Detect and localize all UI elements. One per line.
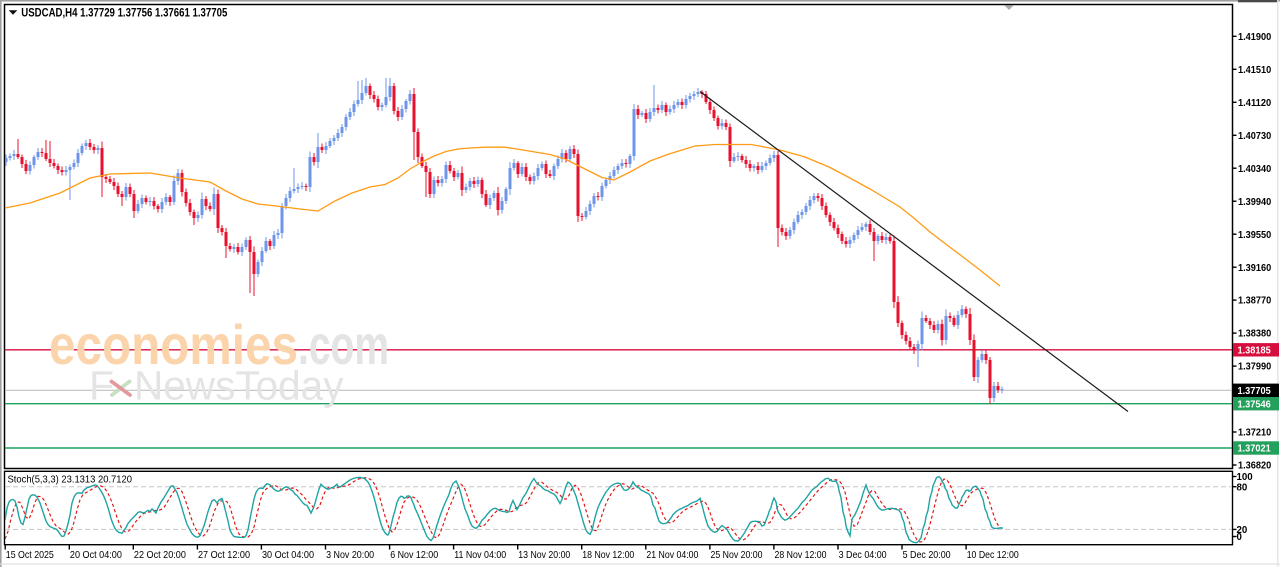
- svg-text:100: 100: [1237, 472, 1253, 483]
- svg-text:1.37990: 1.37990: [1238, 362, 1271, 373]
- svg-text:22 Oct 20:00: 22 Oct 20:00: [134, 550, 186, 561]
- svg-text:1.41120: 1.41120: [1238, 98, 1271, 109]
- svg-text:28 Nov 12:00: 28 Nov 12:00: [775, 550, 827, 561]
- svg-text:21 Nov 04:00: 21 Nov 04:00: [646, 550, 698, 561]
- svg-text:1.37021: 1.37021: [1238, 444, 1272, 455]
- svg-text:1.41900: 1.41900: [1238, 32, 1271, 43]
- svg-text:1.40730: 1.40730: [1238, 131, 1271, 142]
- svg-text:Stoch(5,3,3) 23.1313 20.7120: Stoch(5,3,3) 23.1313 20.7120: [8, 474, 133, 485]
- svg-text:F: F: [89, 362, 114, 408]
- svg-text:25 Nov 20:00: 25 Nov 20:00: [711, 550, 763, 561]
- svg-text:1.37705: 1.37705: [1238, 386, 1272, 397]
- svg-text:1.38770: 1.38770: [1238, 296, 1271, 307]
- svg-text:20 Oct 04:00: 20 Oct 04:00: [70, 550, 122, 561]
- svg-text:1.41510: 1.41510: [1238, 65, 1271, 76]
- svg-text:5 Dec 20:00: 5 Dec 20:00: [903, 550, 951, 561]
- svg-text:10 Dec 12:00: 10 Dec 12:00: [967, 550, 1019, 561]
- svg-text:1.39550: 1.39550: [1238, 230, 1271, 241]
- svg-text:3 Nov 20:00: 3 Nov 20:00: [326, 550, 374, 561]
- svg-text:1.39160: 1.39160: [1238, 263, 1271, 274]
- svg-text:1.39940: 1.39940: [1238, 197, 1271, 208]
- svg-text:6 Nov 12:00: 6 Nov 12:00: [390, 550, 438, 561]
- svg-text:27 Oct 12:00: 27 Oct 12:00: [198, 550, 250, 561]
- svg-text:80: 80: [1237, 482, 1248, 493]
- svg-text:30 Oct 04:00: 30 Oct 04:00: [262, 550, 314, 561]
- svg-text:3 Dec 04:00: 3 Dec 04:00: [839, 550, 887, 561]
- svg-text:USDCAD,H4 1.37729 1.37756 1.3: USDCAD,H4 1.37729 1.37756 1.37661 1.3770…: [21, 7, 227, 20]
- svg-text:18 Nov 12:00: 18 Nov 12:00: [582, 550, 634, 561]
- svg-text:11 Nov 04:00: 11 Nov 04:00: [454, 550, 506, 561]
- svg-text:economies: economies: [49, 313, 298, 376]
- svg-text:1.36820: 1.36820: [1238, 461, 1271, 472]
- svg-text:1.37210: 1.37210: [1238, 428, 1271, 439]
- svg-text:13 Nov 20:00: 13 Nov 20:00: [518, 550, 570, 561]
- svg-text:20: 20: [1237, 525, 1248, 536]
- svg-text:1.40340: 1.40340: [1238, 164, 1271, 175]
- svg-text:.com: .com: [298, 313, 389, 376]
- svg-text:0: 0: [1237, 532, 1242, 543]
- svg-text:1.38380: 1.38380: [1238, 329, 1271, 340]
- svg-text:NewsToday: NewsToday: [134, 362, 344, 408]
- svg-text:15 Oct 2025: 15 Oct 2025: [6, 550, 54, 561]
- svg-text:1.37546: 1.37546: [1238, 399, 1272, 410]
- svg-text:1.38185: 1.38185: [1238, 346, 1272, 357]
